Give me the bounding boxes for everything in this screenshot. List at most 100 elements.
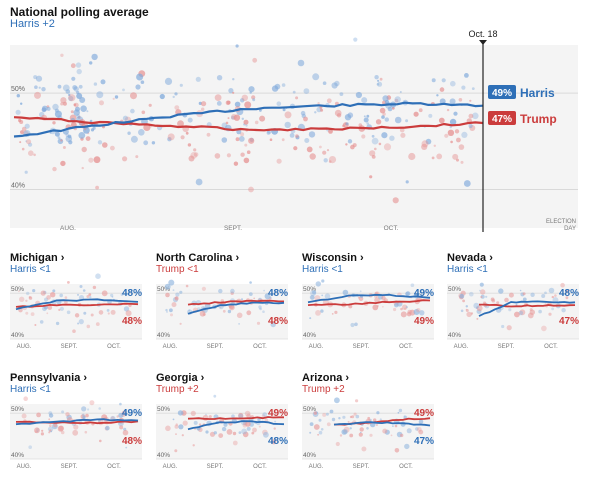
state-poll-dots bbox=[18, 273, 132, 333]
poll-dot bbox=[78, 84, 83, 89]
poll-dot bbox=[60, 53, 64, 57]
state-title-link[interactable]: North Carolina › bbox=[156, 252, 239, 264]
state-title-link[interactable]: Arizona › bbox=[302, 372, 349, 384]
poll-dot bbox=[165, 292, 170, 298]
poll-dot bbox=[472, 112, 479, 120]
poll-dot bbox=[405, 291, 410, 296]
poll-dot bbox=[179, 290, 183, 294]
x-tick-label: SEPT. bbox=[498, 344, 515, 350]
poll-dot bbox=[394, 98, 399, 103]
poll-dot bbox=[402, 304, 408, 310]
poll-dot bbox=[241, 117, 244, 121]
poll-dot bbox=[354, 322, 358, 327]
poll-dot bbox=[276, 101, 282, 106]
poll-dot bbox=[165, 308, 168, 312]
poll-dot bbox=[374, 297, 380, 303]
poll-dot bbox=[65, 412, 70, 417]
x-tick-label: SEPT. bbox=[353, 344, 370, 350]
poll-dot bbox=[228, 88, 234, 94]
poll-dot bbox=[230, 291, 234, 295]
poll-dot bbox=[110, 309, 116, 315]
poll-dot bbox=[248, 292, 253, 296]
poll-dot bbox=[352, 143, 357, 148]
state-name: Michigan bbox=[10, 252, 58, 264]
poll-dot bbox=[47, 305, 53, 310]
poll-dot bbox=[46, 295, 51, 300]
state-title-link[interactable]: Pennsylvania › bbox=[10, 372, 87, 384]
poll-dot bbox=[95, 322, 100, 326]
y-tick-label: 50% bbox=[303, 286, 316, 293]
state-title-link[interactable]: Nevada › bbox=[447, 252, 493, 264]
poll-dot bbox=[345, 122, 349, 126]
poll-dot bbox=[81, 146, 87, 153]
poll-dot bbox=[421, 143, 428, 150]
chevron-right-icon: › bbox=[80, 372, 88, 384]
poll-dot bbox=[508, 292, 514, 298]
poll-dot bbox=[99, 439, 102, 443]
poll-dot bbox=[541, 325, 547, 332]
x-tick-label: OCT. bbox=[384, 225, 399, 232]
poll-dot bbox=[180, 135, 185, 140]
poll-dot bbox=[62, 101, 67, 106]
poll-dot bbox=[193, 152, 199, 157]
poll-dot bbox=[560, 282, 565, 288]
poll-dot bbox=[379, 77, 383, 81]
poll-dot bbox=[50, 292, 56, 298]
poll-dot bbox=[565, 296, 569, 300]
poll-dot bbox=[93, 82, 98, 86]
poll-dot bbox=[48, 418, 51, 421]
poll-dot bbox=[369, 150, 376, 157]
poll-dot bbox=[91, 53, 98, 61]
poll-dot bbox=[15, 109, 21, 115]
poll-dot bbox=[303, 88, 310, 94]
poll-dot bbox=[135, 155, 139, 159]
poll-dot bbox=[248, 186, 254, 193]
state-title-link[interactable]: Georgia › bbox=[156, 372, 204, 384]
poll-dot bbox=[230, 288, 235, 294]
poll-dot bbox=[41, 429, 44, 432]
poll-dot bbox=[175, 292, 180, 297]
poll-dot bbox=[349, 427, 352, 430]
state-title-link[interactable]: Wisconsin › bbox=[302, 252, 364, 264]
x-tick-label: AUG. bbox=[17, 344, 32, 350]
poll-dot bbox=[233, 161, 239, 166]
poll-dot bbox=[400, 307, 403, 311]
today-label: Oct. 18 bbox=[468, 29, 497, 39]
poll-dot bbox=[410, 283, 415, 287]
state-title-link[interactable]: Michigan › bbox=[10, 252, 64, 264]
poll-dot bbox=[252, 427, 257, 433]
poll-dot bbox=[185, 131, 189, 135]
poll-dot bbox=[379, 418, 382, 421]
poll-dot bbox=[306, 146, 313, 153]
harris-line bbox=[307, 293, 431, 304]
national-title: National polling average bbox=[10, 5, 149, 19]
poll-dot bbox=[205, 430, 209, 434]
poll-dot bbox=[98, 310, 104, 315]
poll-dot bbox=[249, 91, 252, 94]
poll-dot bbox=[73, 103, 77, 106]
poll-dot bbox=[125, 310, 132, 317]
poll-dot bbox=[439, 87, 445, 92]
x-tick-label: OCT. bbox=[399, 344, 413, 350]
poll-dot bbox=[135, 84, 141, 90]
poll-dot bbox=[195, 76, 201, 82]
poll-dot bbox=[25, 299, 28, 302]
poll-dot bbox=[322, 81, 327, 85]
poll-dot bbox=[382, 112, 386, 116]
poll-dot bbox=[89, 296, 92, 299]
state-leader: Trump +2 bbox=[156, 384, 199, 395]
poll-dot bbox=[225, 121, 229, 125]
poll-dot bbox=[34, 324, 37, 326]
poll-dot bbox=[259, 115, 266, 122]
state-name: Arizona bbox=[302, 372, 343, 384]
x-tick-label: AUG. bbox=[309, 344, 324, 350]
poll-dot bbox=[274, 83, 281, 90]
poll-dot bbox=[490, 297, 495, 302]
poll-dot bbox=[375, 119, 382, 125]
poll-dot bbox=[59, 306, 64, 311]
poll-dot bbox=[48, 413, 54, 418]
harris-end-value: 48% bbox=[559, 288, 579, 299]
poll-dot bbox=[292, 90, 296, 94]
poll-dot bbox=[246, 413, 251, 419]
poll-dot bbox=[318, 430, 323, 435]
